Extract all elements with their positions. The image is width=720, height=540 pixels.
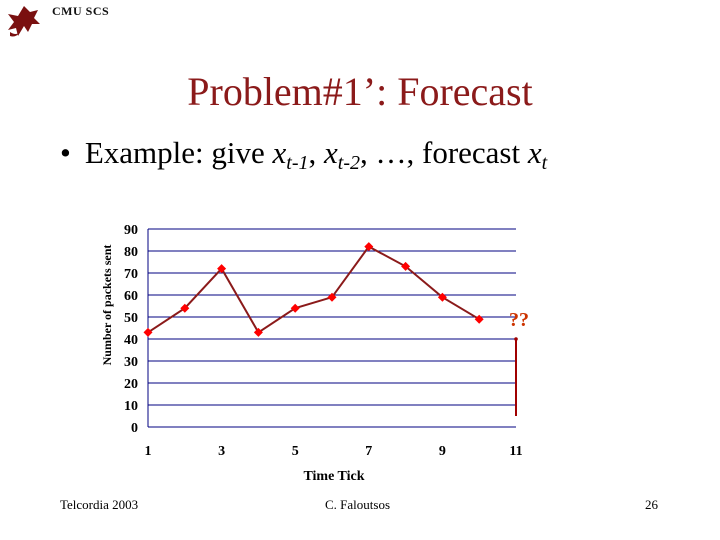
dragon-logo-icon [8, 6, 40, 37]
sub-t-1: t-1 [286, 152, 309, 174]
y-tick-80: 80 [124, 245, 138, 260]
data-point-9 [437, 292, 447, 302]
y-tick-0: 0 [131, 421, 138, 436]
data-point-7 [364, 242, 374, 252]
y-tick-70: 70 [124, 267, 138, 282]
x-tick-1: 1 [145, 444, 152, 459]
y-tick-labels: 0 10 20 30 40 50 60 70 80 90 [124, 223, 138, 436]
page-number: 26 [645, 497, 658, 512]
data-point-2 [180, 303, 190, 313]
sub-t-2: t-2 [337, 152, 360, 174]
series-layer [143, 242, 484, 337]
forecast-marker-dot [514, 337, 518, 341]
y-tick-40: 40 [124, 333, 138, 348]
slide-title: Problem#1’: Forecast [187, 69, 533, 114]
footer-left: Telcordia 2003 [60, 497, 139, 512]
data-point-6 [327, 292, 337, 302]
y-tick-20: 20 [124, 377, 138, 392]
data-point-5 [290, 303, 300, 313]
series-line [147, 245, 480, 334]
y-tick-10: 10 [124, 399, 138, 414]
data-point-4 [253, 327, 263, 337]
x-tick-9: 9 [439, 444, 446, 459]
var-x1: x [272, 135, 287, 170]
data-point-10 [474, 314, 484, 324]
y-tick-30: 30 [124, 355, 138, 370]
grid-lines [147, 228, 516, 428]
org-label: CMU SCS [52, 4, 110, 18]
var-x3: x [527, 135, 542, 170]
x-tick-labels: 1 3 5 7 9 11 [145, 444, 523, 459]
bullet-dot: • [60, 135, 71, 170]
x-tick-3: 3 [218, 444, 225, 459]
bullet-example: • Example: give xt-1, xt-2, …, forecast x… [60, 135, 547, 175]
x-axis-label: Time Tick [303, 469, 364, 484]
data-point-1 [143, 327, 153, 337]
bullet-mid: , …, forecast [360, 135, 528, 170]
bullet-lead: Example: give [84, 135, 273, 170]
data-point-8 [401, 261, 411, 271]
y-tick-60: 60 [124, 289, 138, 304]
footer-author: C. Faloutsos [325, 497, 391, 512]
forecast-unknown-label: ?? [509, 309, 529, 331]
x-tick-7: 7 [365, 444, 372, 459]
y-axis-label: Number of packets sent [100, 245, 114, 366]
bullet-sep: , [308, 135, 325, 170]
var-x2: x [324, 135, 338, 170]
sub-t: t [541, 152, 548, 174]
y-tick-50: 50 [124, 311, 138, 326]
forecast-annotation: ?? [509, 309, 529, 416]
x-tick-11: 11 [509, 444, 522, 459]
x-tick-5: 5 [292, 444, 299, 459]
y-tick-90: 90 [124, 223, 138, 238]
data-point-3 [217, 264, 227, 274]
